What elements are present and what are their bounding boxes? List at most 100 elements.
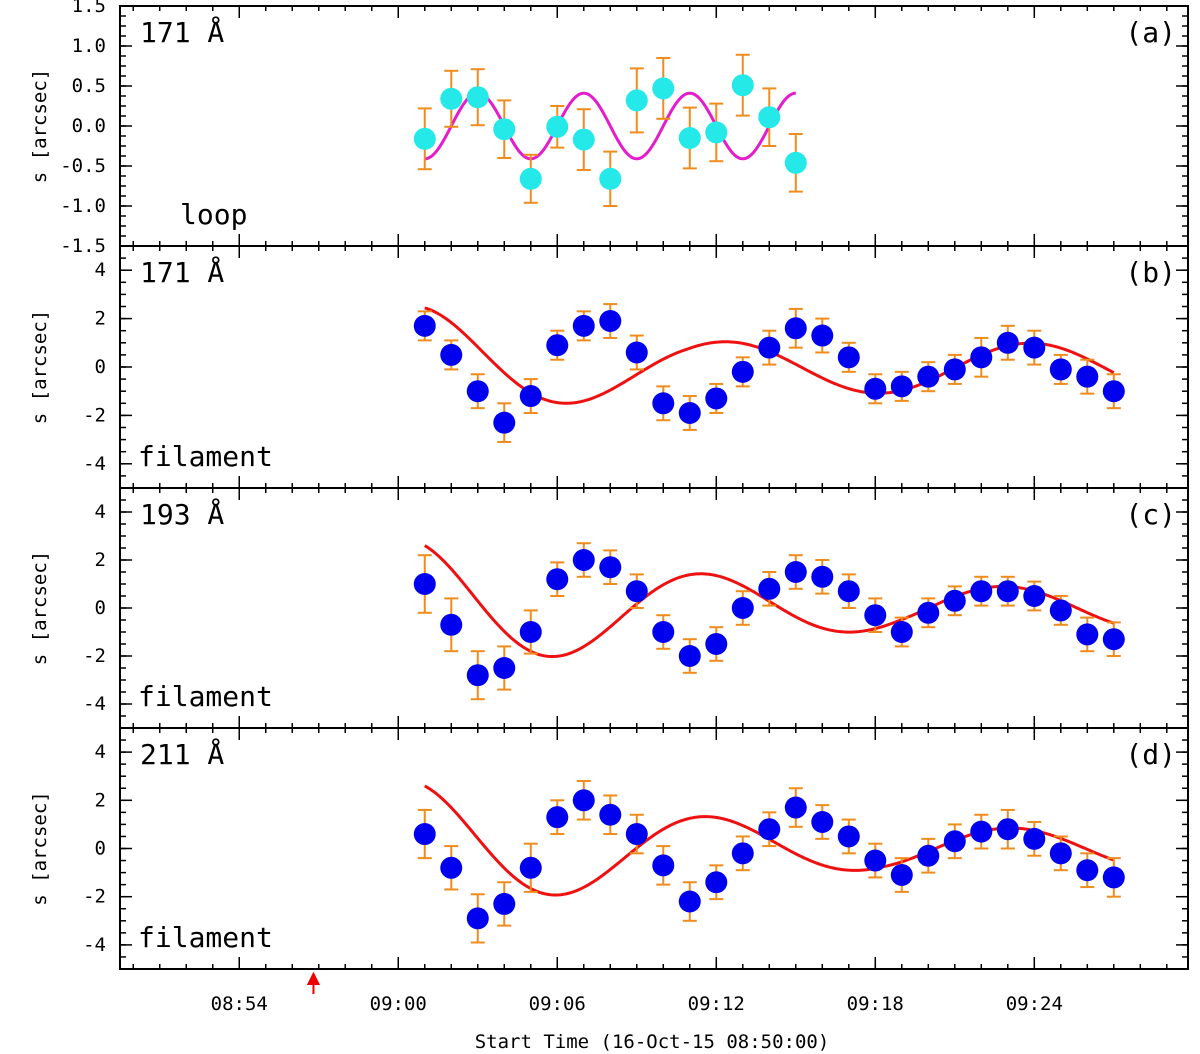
- data-point: [546, 806, 569, 829]
- data-point: [572, 549, 595, 571]
- panel-frame: [119, 5, 1189, 247]
- y-tick-label: 0: [95, 356, 106, 378]
- data-point: [572, 789, 595, 812]
- y-tick-label: 0: [95, 838, 106, 860]
- data-point: [731, 597, 754, 619]
- panel-wavelength: 171 Å: [140, 15, 224, 49]
- data-point: [493, 118, 516, 141]
- y-axis-title: s [arcsec]: [29, 551, 51, 665]
- data-point: [890, 864, 913, 887]
- y-tick-label: 2: [95, 549, 106, 571]
- y-axis-title: s [arcsec]: [29, 69, 51, 183]
- x-tick-label: 08:54: [211, 993, 268, 1015]
- y-tick-label: -2: [83, 886, 106, 908]
- data-point: [758, 818, 781, 841]
- data-point: [970, 580, 993, 603]
- data-point: [546, 568, 569, 591]
- data-point: [599, 556, 622, 579]
- y-tick-label: -4: [83, 693, 106, 715]
- data-point: [864, 849, 887, 872]
- data-point: [1102, 866, 1125, 889]
- data-point: [705, 121, 728, 144]
- data-point: [1049, 599, 1072, 622]
- data-point: [1076, 623, 1099, 646]
- y-tick-label: 4: [95, 501, 106, 523]
- panel-tag: (d): [1125, 738, 1176, 771]
- data-point: [572, 314, 595, 337]
- y-tick-label: 0.5: [72, 75, 106, 97]
- x-tick-label: 09:12: [688, 993, 745, 1015]
- data-point: [811, 565, 834, 588]
- y-tick-label: 2: [95, 789, 106, 811]
- y-tick-label: 1.0: [72, 35, 106, 57]
- x-tick-label: 09:00: [370, 993, 427, 1015]
- panel-wavelength: 171 Å: [140, 255, 224, 289]
- data-point: [599, 167, 622, 190]
- panel-d: -4 -2 0 2 4 s [arcsec] 211 Å (d) filament: [29, 727, 1189, 970]
- panel-feature-label: filament: [138, 921, 273, 954]
- data-point: [758, 106, 781, 129]
- data-point: [546, 334, 569, 357]
- data-point: [1102, 380, 1125, 403]
- data-point: [440, 856, 463, 879]
- data-point: [864, 604, 887, 627]
- data-point: [519, 167, 542, 190]
- data-point: [678, 401, 701, 424]
- x-tick-label: 09:06: [529, 993, 586, 1015]
- x-axis: 08:54 09:00 09:06 09:12 09:18 09:24: [211, 993, 1063, 1015]
- data-point: [1023, 336, 1046, 359]
- data-point: [466, 907, 489, 930]
- data-point: [440, 343, 463, 366]
- data-point: [519, 856, 542, 879]
- panel-a: -1.5 -1.0 -0.5 0.0 0.5 1.0 1.5 s [arcsec] 171 Å (…: [29, 0, 1189, 257]
- panel-b: -4 -2 0 2 4 s [arcsec] 171 Å (b) filament: [29, 245, 1189, 489]
- data-point: [1076, 365, 1099, 388]
- y-axis-title: s [arcsec]: [29, 310, 51, 424]
- x-tick-label: 09:18: [847, 993, 904, 1015]
- data-point: [784, 317, 807, 340]
- data-point: [440, 87, 463, 110]
- data-point: [652, 77, 675, 100]
- data-point: [917, 601, 940, 624]
- data-point: [413, 127, 436, 150]
- panel-frame: [119, 245, 1189, 489]
- data-point: [625, 823, 648, 846]
- data-point: [784, 561, 807, 583]
- data-point: [784, 796, 807, 819]
- y-tick-label: 4: [95, 741, 106, 763]
- y-tick-label: 4: [95, 259, 106, 281]
- data-point: [572, 128, 595, 151]
- data-point: [466, 380, 489, 403]
- data-point: [1102, 628, 1125, 651]
- panel-feature-label: loop: [180, 198, 247, 231]
- data-point: [996, 818, 1019, 841]
- panel-wavelength: 193 Å: [140, 497, 224, 531]
- y-tick-label: -1.5: [60, 235, 106, 257]
- data-point: [413, 314, 436, 337]
- data-point: [1023, 585, 1046, 607]
- data-point: [837, 580, 860, 603]
- data-point: [811, 324, 834, 347]
- panel-feature-label: filament: [138, 440, 273, 473]
- data-point: [890, 375, 913, 398]
- data-point: [625, 580, 648, 603]
- panel-frame: [119, 487, 1189, 729]
- data-point: [625, 89, 648, 112]
- panel-feature-label: filament: [138, 680, 273, 713]
- data-point: [731, 360, 754, 383]
- y-tick-label: -4: [83, 934, 106, 956]
- panel-frame: [119, 727, 1189, 970]
- data-point: [943, 830, 966, 853]
- data-point: [970, 346, 993, 369]
- x-tick-label: 09:24: [1006, 993, 1063, 1015]
- data-point: [1023, 827, 1046, 850]
- data-point: [970, 820, 993, 843]
- y-tick-label: -2: [83, 645, 106, 667]
- data-point: [519, 385, 542, 408]
- y-tick-label: 1.5: [72, 0, 106, 17]
- data-point: [784, 151, 807, 174]
- x-axis-title: Start Time (16-Oct-15 08:50:00): [475, 1031, 830, 1053]
- data-point: [493, 657, 516, 679]
- start-time-marker-arrow: [306, 971, 321, 994]
- data-point: [493, 892, 516, 915]
